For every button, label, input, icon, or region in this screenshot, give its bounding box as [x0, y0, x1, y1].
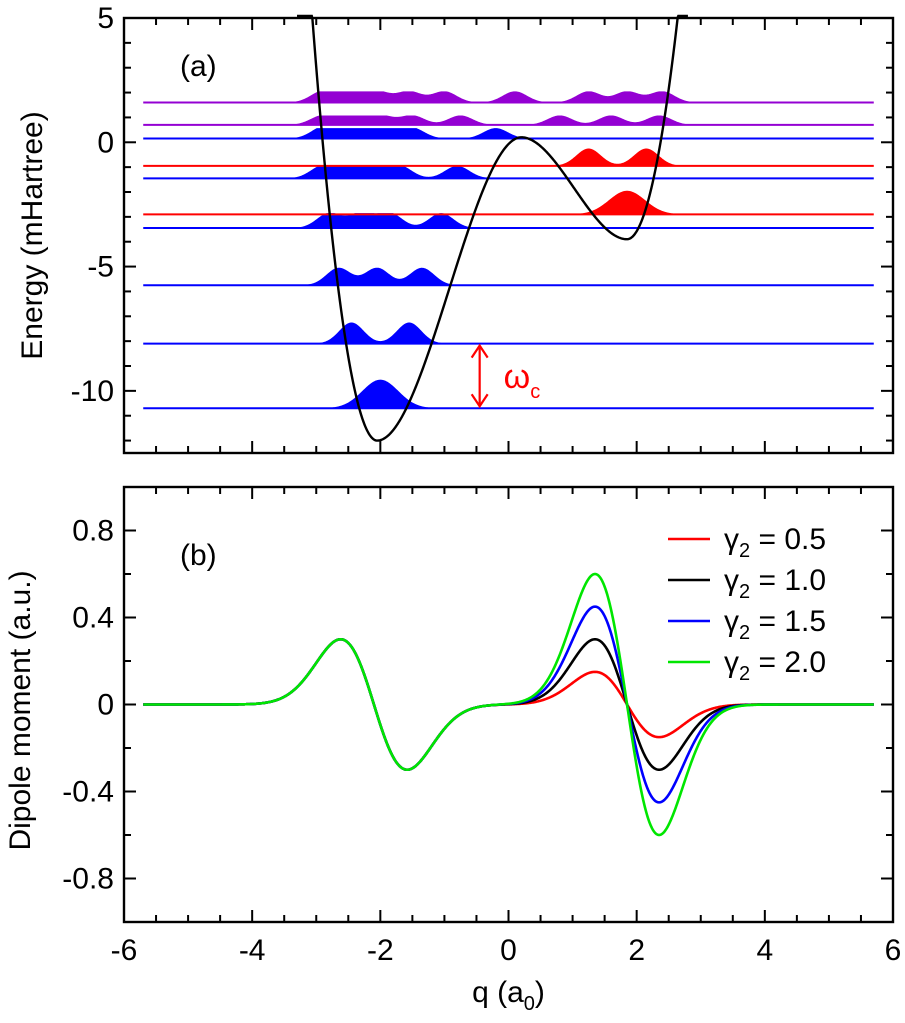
- energy-level-lines: [143, 101, 874, 410]
- wavefunction-7: [143, 128, 874, 139]
- wavefunction-6: [143, 148, 874, 166]
- b-xtick-label: 6: [885, 934, 902, 967]
- legend: γ2 = 0.5γ2 = 1.0γ2 = 1.5γ2 = 2.0: [668, 523, 826, 685]
- legend-label-1: γ2 = 1.0: [724, 564, 826, 603]
- legend-value: = 2.0: [750, 646, 826, 679]
- panel-b-ylabel: Dipole moment (a.u.): [4, 570, 37, 850]
- panel-a-label: (a): [180, 50, 217, 83]
- panel-b-xlabel: q (a0): [472, 976, 545, 1015]
- legend-gamma: γ: [724, 564, 739, 597]
- b-ytick-label: -0.8: [62, 863, 114, 896]
- a-ytick-label: 0: [97, 126, 114, 159]
- arrow-head-down: [470, 393, 489, 409]
- legend-sub: 2: [739, 663, 750, 685]
- omega-c-arrow: [470, 343, 489, 409]
- omega-subscript: c: [530, 381, 540, 403]
- b-ytick-label: 0.8: [72, 515, 114, 548]
- b-xtick-label: -6: [111, 934, 138, 967]
- wavefunction-9: [143, 91, 874, 103]
- legend-label-3: γ2 = 2.0: [724, 646, 826, 685]
- b-xtick-label: 2: [628, 934, 645, 967]
- legend-gamma: γ: [724, 646, 739, 679]
- legend-value: = 1.5: [750, 605, 826, 638]
- b-xtick-label: 4: [756, 934, 773, 967]
- wavefunction-2: [143, 267, 874, 286]
- b-ytick-label: 0: [97, 689, 114, 722]
- potential-curve: [297, 14, 688, 442]
- b-xtick-label: 0: [500, 934, 517, 967]
- b-ytick-label: 0.4: [72, 602, 114, 635]
- omega-c-label: ωc: [504, 358, 541, 403]
- b-xtick-label: -4: [239, 934, 266, 967]
- panel-a: ωc 5 0 -5 -10 (a) Energy (mHartree): [16, 2, 895, 455]
- a-ytick-label: -10: [71, 375, 114, 408]
- legend-value: = 0.5: [750, 523, 826, 556]
- dipole-series: [143, 572, 874, 837]
- legend-label-2: γ2 = 1.5: [724, 605, 826, 644]
- a-ytick-label: -5: [87, 251, 114, 284]
- legend-sub: 2: [739, 540, 750, 562]
- wavefunction-3: [143, 213, 874, 229]
- panel-a-ylabel: Energy (mHartree): [16, 111, 49, 359]
- legend-gamma: γ: [724, 523, 739, 556]
- b-xtick-label: -2: [367, 934, 394, 967]
- wavefunction-4: [143, 190, 874, 215]
- legend-value: = 1.0: [750, 564, 826, 597]
- omega-symbol: ω: [504, 358, 531, 396]
- series-line-3: [143, 572, 874, 837]
- xlabel-end: ): [535, 976, 545, 1009]
- b-ytick-label: -0.4: [62, 776, 114, 809]
- legend-sub: 2: [739, 622, 750, 644]
- arrow-head-up: [470, 343, 489, 359]
- xlabel-main: q (a: [472, 976, 524, 1009]
- wavefunction-1: [143, 322, 874, 344]
- wavefunction-5: [143, 165, 874, 179]
- panel-b-ticks: 0.8 0.4 0 -0.4 -0.8 -6 -4 -2 0 2 4 6: [62, 486, 902, 967]
- wavefunction-8: [143, 115, 874, 125]
- panel-b: 0.8 0.4 0 -0.4 -0.8 -6 -4 -2 0 2 4 6 (b) Dipole mom…: [4, 485, 902, 1015]
- xlabel-sub: 0: [524, 993, 535, 1015]
- legend-sub: 2: [739, 581, 750, 603]
- panel-a-ticks: 5 0 -5 -10: [71, 2, 894, 453]
- a-ytick-label: 5: [97, 2, 114, 35]
- panel-b-label: (b): [180, 539, 217, 572]
- legend-gamma: γ: [724, 605, 739, 638]
- legend-label-0: γ2 = 0.5: [724, 523, 826, 562]
